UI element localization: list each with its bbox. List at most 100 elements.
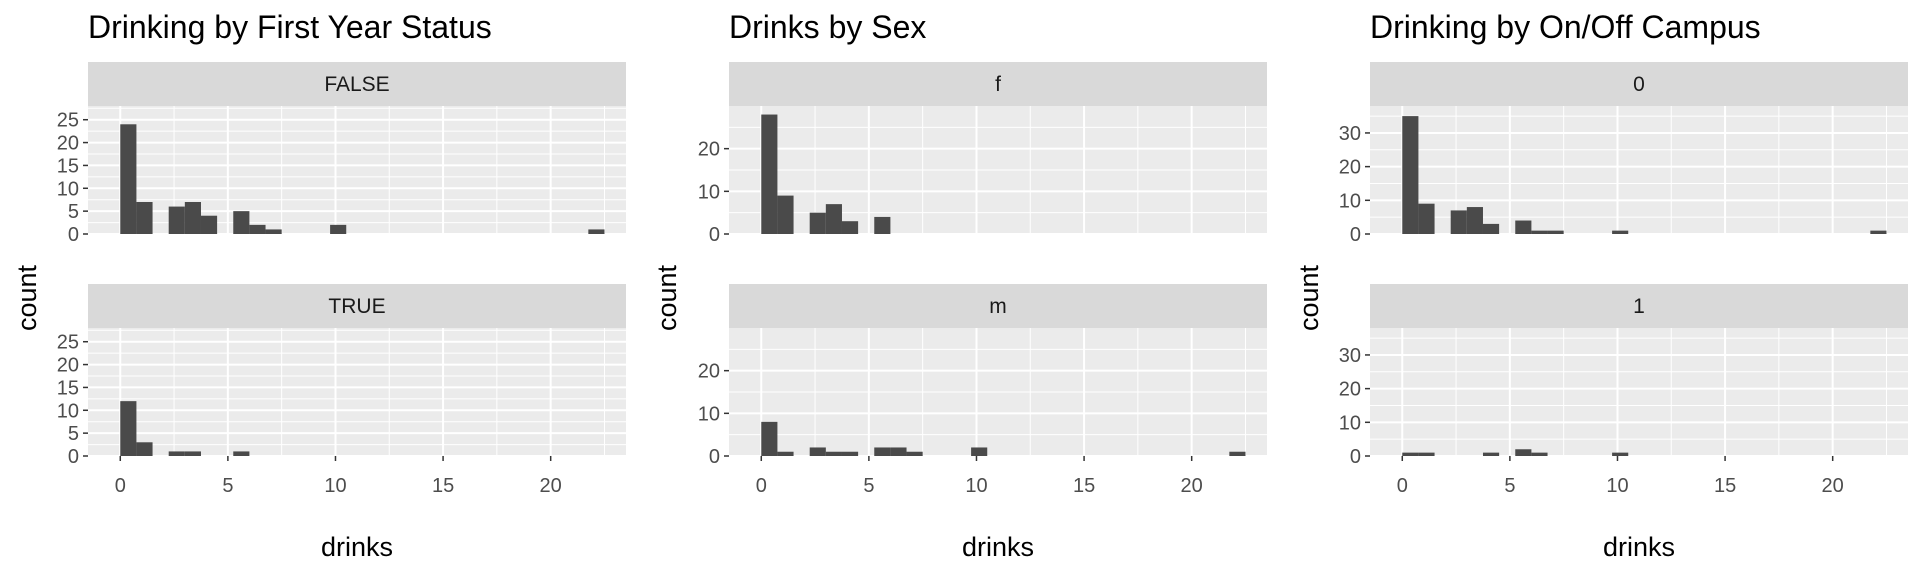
- histogram-bar-0.75-1.5: [777, 195, 794, 234]
- histogram-bar-2.25-3: [168, 451, 185, 456]
- y-tick-label: 0: [709, 446, 720, 468]
- y-tick-label: 10: [57, 400, 79, 422]
- histogram-bar-21.75-22.5: [1229, 451, 1246, 456]
- histogram-bar-6-6.75: [249, 224, 266, 234]
- histogram-bar-3-3.75: [825, 204, 842, 234]
- x-tick-label: 0: [756, 475, 767, 497]
- histogram-bar-3.75-4.5: [841, 451, 859, 456]
- histogram-bar-0-0.75: [1402, 452, 1419, 456]
- y-tick-label: 20: [698, 139, 720, 161]
- histogram-bar-5.25-6: [1515, 449, 1532, 456]
- chart-2: Drinking by On/Off Campus001020301010203…: [1294, 9, 1908, 562]
- histogram-bar-5.25-6: [874, 216, 891, 234]
- histogram-bar-6.75-7.5: [1547, 230, 1564, 234]
- histogram-bar-3-3.75: [184, 202, 201, 234]
- y-axis-title: count: [12, 264, 42, 331]
- histogram-bar-0.75-1.5: [1418, 203, 1435, 234]
- histogram-bar-0.75-1.5: [1418, 452, 1435, 456]
- histogram-bar-6.75-7.5: [265, 229, 282, 234]
- histogram-bar-3-3.75: [184, 451, 201, 456]
- histogram-bar-6-6.75: [1531, 230, 1548, 234]
- x-tick-label: 0: [1397, 475, 1408, 497]
- facet-panel-0: 0 0 10 20 30: [1339, 62, 1908, 246]
- y-tick-label: 0: [68, 224, 79, 246]
- histogram-bar-0-0.75: [761, 421, 778, 456]
- facet-strip-label: 0: [1633, 73, 1645, 96]
- histogram-bar-3.75-4.5: [841, 221, 859, 234]
- histogram-bar-3.75-4.5: [1482, 223, 1500, 234]
- histogram-bar-0.75-1.5: [136, 442, 153, 456]
- facet-strip-label: f: [995, 73, 1001, 96]
- facet-panel-m: m 0 10 20 0 5 10 15 20: [698, 284, 1267, 497]
- y-tick-label: 30: [1339, 345, 1361, 367]
- histogram-bar-0.75-1.5: [777, 451, 794, 456]
- facet-strip-label: TRUE: [328, 295, 385, 318]
- histogram-bar-6-6.75: [890, 447, 907, 456]
- chart-1: Drinks by Sex f 0 10 20 m 0 10 20 0 5 10 15 20 drinks c…: [652, 9, 1267, 562]
- x-tick-label: 10: [324, 475, 346, 497]
- y-tick-label: 20: [57, 133, 79, 155]
- x-axis-title: drinks: [962, 532, 1034, 562]
- x-tick-label: 0: [115, 475, 126, 497]
- histogram-bar-0-0.75: [761, 114, 778, 234]
- facet-strip: [729, 284, 1267, 328]
- histogram-bar-9.75-10.5: [971, 447, 988, 456]
- y-tick-label: 5: [68, 423, 79, 445]
- histogram-bar-5.25-6: [1515, 220, 1532, 234]
- histogram-bar-9.75-10.5: [1612, 230, 1629, 234]
- x-tick-label: 20: [540, 475, 562, 497]
- histogram-bar-3.75-4.5: [1482, 452, 1500, 456]
- histogram-bar-0-0.75: [120, 401, 137, 456]
- chart-title: Drinks by Sex: [729, 9, 926, 45]
- panel-background: [88, 328, 626, 456]
- histogram-bar-5.25-6: [233, 451, 250, 456]
- x-tick-label: 15: [432, 475, 454, 497]
- histogram-bar-3-3.75: [1466, 207, 1483, 234]
- chart-0: Drinking by First Year StatusFALSE051015…: [12, 9, 626, 562]
- y-axis-title: count: [1294, 264, 1324, 331]
- y-tick-label: 20: [1339, 157, 1361, 179]
- facet-strip: [1370, 62, 1908, 106]
- y-tick-label: 25: [57, 110, 79, 132]
- x-tick-label: 5: [1504, 475, 1515, 497]
- facet-strip: [88, 284, 626, 328]
- histogram-bar-2.25-3: [809, 212, 826, 234]
- histogram-bar-0-0.75: [120, 124, 137, 234]
- y-tick-label: 20: [698, 361, 720, 383]
- y-tick-label: 5: [68, 201, 79, 223]
- x-axis-title: drinks: [321, 532, 393, 562]
- y-tick-label: 30: [1339, 123, 1361, 145]
- histogram-bar-2.25-3: [168, 206, 185, 234]
- histogram-bar-9.75-10.5: [1612, 452, 1629, 456]
- y-tick-label: 0: [1350, 224, 1361, 246]
- facet-strip: [1370, 284, 1908, 328]
- histogram-bar-9.75-10.5: [330, 224, 347, 234]
- histogram-bar-2.25-3: [809, 447, 826, 456]
- x-tick-label: 20: [1181, 475, 1203, 497]
- histogram-bar-0-0.75: [1402, 116, 1419, 234]
- y-tick-label: 10: [1339, 190, 1361, 212]
- histogram-bar-21.75-22.5: [1870, 230, 1887, 234]
- y-tick-label: 25: [57, 332, 79, 354]
- y-tick-label: 0: [709, 224, 720, 246]
- histogram-bar-0.75-1.5: [136, 202, 153, 234]
- y-tick-label: 20: [57, 355, 79, 377]
- y-tick-label: 15: [57, 155, 79, 177]
- histogram-bar-6.75-7.5: [906, 451, 923, 456]
- x-axis-title: drinks: [1603, 532, 1675, 562]
- histogram-bar-2.25-3: [1450, 210, 1467, 234]
- chart-title: Drinking by First Year Status: [88, 9, 492, 45]
- histogram-bar-3-3.75: [825, 451, 842, 456]
- y-tick-label: 10: [698, 403, 720, 425]
- y-tick-label: 10: [1339, 412, 1361, 434]
- facet-strip-label: m: [989, 295, 1007, 318]
- x-tick-label: 20: [1822, 475, 1844, 497]
- x-tick-label: 15: [1714, 475, 1736, 497]
- histogram-bar-5.25-6: [874, 447, 891, 456]
- y-tick-label: 20: [1339, 379, 1361, 401]
- chart-title: Drinking by On/Off Campus: [1370, 9, 1761, 45]
